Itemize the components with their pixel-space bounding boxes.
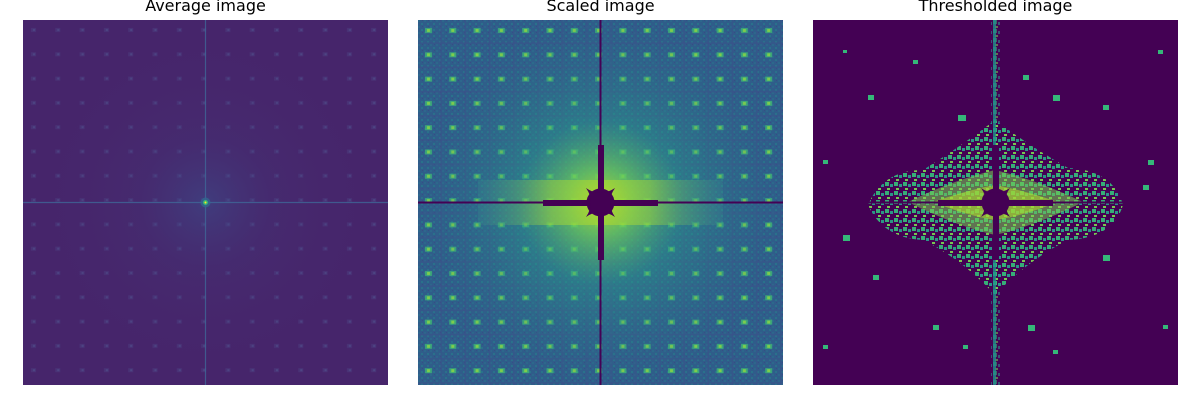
scaled-image-plot	[418, 20, 783, 385]
average-image-panel	[23, 20, 388, 385]
scaled-image-title: Scaled image	[546, 0, 655, 15]
thresholded-image-title: Thresholded image	[918, 0, 1073, 15]
scaled-image-panel	[418, 20, 783, 385]
thresholded-image-plot	[813, 20, 1178, 385]
thresholded-image-panel	[813, 20, 1178, 385]
average-image-plot	[23, 20, 388, 385]
average-image-title: Average image	[145, 0, 266, 15]
